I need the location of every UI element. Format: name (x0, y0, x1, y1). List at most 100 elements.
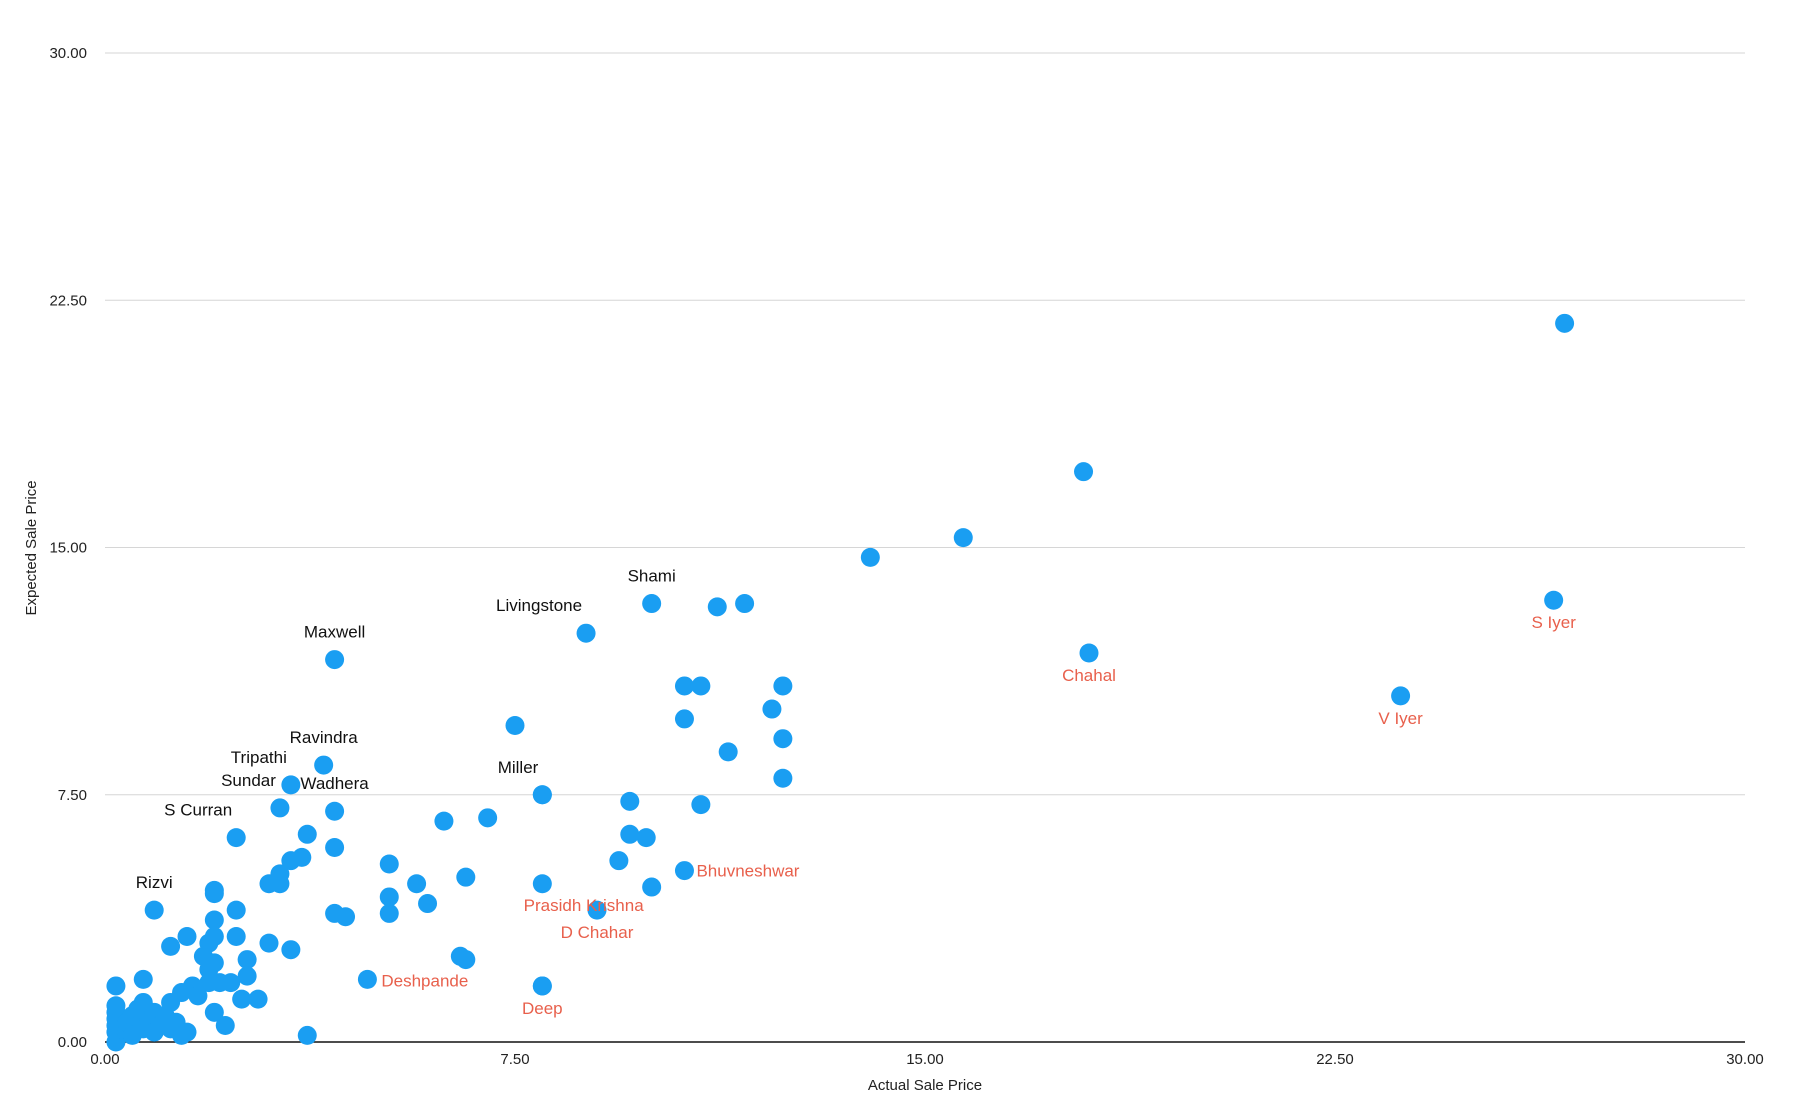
data-point (325, 837, 345, 857)
data-point (773, 676, 793, 696)
data-point (532, 874, 552, 894)
point-label: V Iyer (1378, 709, 1423, 728)
data-point (379, 887, 399, 907)
data-point-labeled (532, 976, 552, 996)
data-point-labeled (314, 755, 334, 775)
data-point (226, 927, 246, 947)
point-label: Rizvi (136, 873, 173, 892)
data-point (237, 950, 257, 970)
data-point (221, 973, 241, 993)
point-label: Tripathi (231, 748, 287, 767)
data-point (177, 1022, 197, 1042)
point-label: Livingstone (496, 596, 582, 615)
x-tick-label: 0.00 (90, 1051, 119, 1068)
data-point (379, 903, 399, 923)
data-point (620, 791, 640, 811)
data-point (674, 676, 694, 696)
data-point (674, 709, 694, 729)
data-point (161, 936, 181, 956)
y-tick-label: 15.00 (49, 540, 87, 557)
data-point-labeled (576, 623, 596, 643)
data-point (505, 716, 525, 736)
point-label: Ravindra (290, 728, 359, 747)
point-label: Prasidh Krishna (524, 896, 645, 915)
data-point (407, 874, 427, 894)
point-label: S Iyer (1531, 613, 1576, 632)
data-point (418, 894, 438, 914)
data-point (177, 927, 197, 947)
data-point-labeled (325, 801, 345, 821)
data-point (204, 927, 224, 947)
data-point (1074, 462, 1094, 482)
data-point (237, 966, 257, 986)
data-point (270, 864, 290, 884)
data-point (297, 824, 317, 844)
x-tick-label: 7.50 (500, 1051, 529, 1068)
point-label: D Chahar (561, 923, 634, 942)
data-point (718, 742, 738, 762)
x-tick-label: 30.00 (1726, 1051, 1764, 1068)
data-point (204, 910, 224, 930)
data-point (204, 1002, 224, 1022)
point-label: Shami (628, 567, 676, 586)
point-label: Deep (522, 999, 563, 1018)
y-tick-label: 30.00 (49, 45, 87, 62)
point-label: Deshpande (381, 971, 468, 990)
data-point (106, 996, 126, 1016)
data-point (707, 597, 727, 617)
data-point (204, 880, 224, 900)
data-point (860, 547, 880, 567)
y-tick-label: 0.00 (58, 1034, 87, 1051)
data-point (248, 989, 268, 1009)
data-point-labeled (450, 946, 470, 966)
x-tick-label: 15.00 (906, 1051, 944, 1068)
data-point (456, 867, 476, 887)
data-point (336, 907, 356, 927)
data-point (953, 528, 973, 548)
point-label: Bhuvneshwar (696, 862, 799, 881)
x-axis-title: Actual Sale Price (868, 1077, 982, 1094)
data-point (232, 989, 252, 1009)
y-tick-label: 7.50 (58, 787, 87, 804)
data-point (188, 986, 208, 1006)
y-tick-label: 22.50 (49, 292, 87, 309)
gridlines (105, 52, 1745, 796)
data-point (106, 976, 126, 996)
point-label: Sundar (221, 771, 276, 790)
data-point (434, 811, 454, 831)
data-point (735, 594, 755, 614)
data-point-labeled (587, 900, 607, 920)
data-point (691, 795, 711, 815)
data-point (478, 808, 498, 828)
data-point-labeled (281, 775, 301, 795)
data-point (620, 824, 640, 844)
data-point-labeled (325, 650, 345, 670)
data-point (691, 676, 711, 696)
data-point-labeled (642, 877, 662, 897)
data-point-labeled (144, 900, 164, 920)
data-point (281, 940, 301, 960)
point-label: Wadhera (300, 774, 369, 793)
data-point (215, 1016, 235, 1036)
point-label: S Curran (164, 801, 232, 820)
data-points (106, 313, 1575, 1052)
point-label: Maxwell (304, 623, 365, 642)
point-label: Miller (498, 758, 539, 777)
data-point-labeled (1391, 686, 1411, 706)
data-point-labeled (532, 785, 552, 805)
data-point (204, 953, 224, 973)
data-point (636, 828, 656, 848)
data-point-labeled (1544, 590, 1564, 610)
data-point (773, 768, 793, 788)
data-point (292, 847, 312, 867)
data-point (259, 933, 279, 953)
data-point-labeled (674, 861, 694, 881)
data-point (1555, 313, 1575, 333)
y-axis-title: Expected Sale Price (23, 480, 40, 615)
point-label: Chahal (1062, 666, 1116, 685)
data-point (226, 900, 246, 920)
data-point-labeled (1079, 643, 1099, 663)
data-point-labeled (270, 798, 290, 818)
